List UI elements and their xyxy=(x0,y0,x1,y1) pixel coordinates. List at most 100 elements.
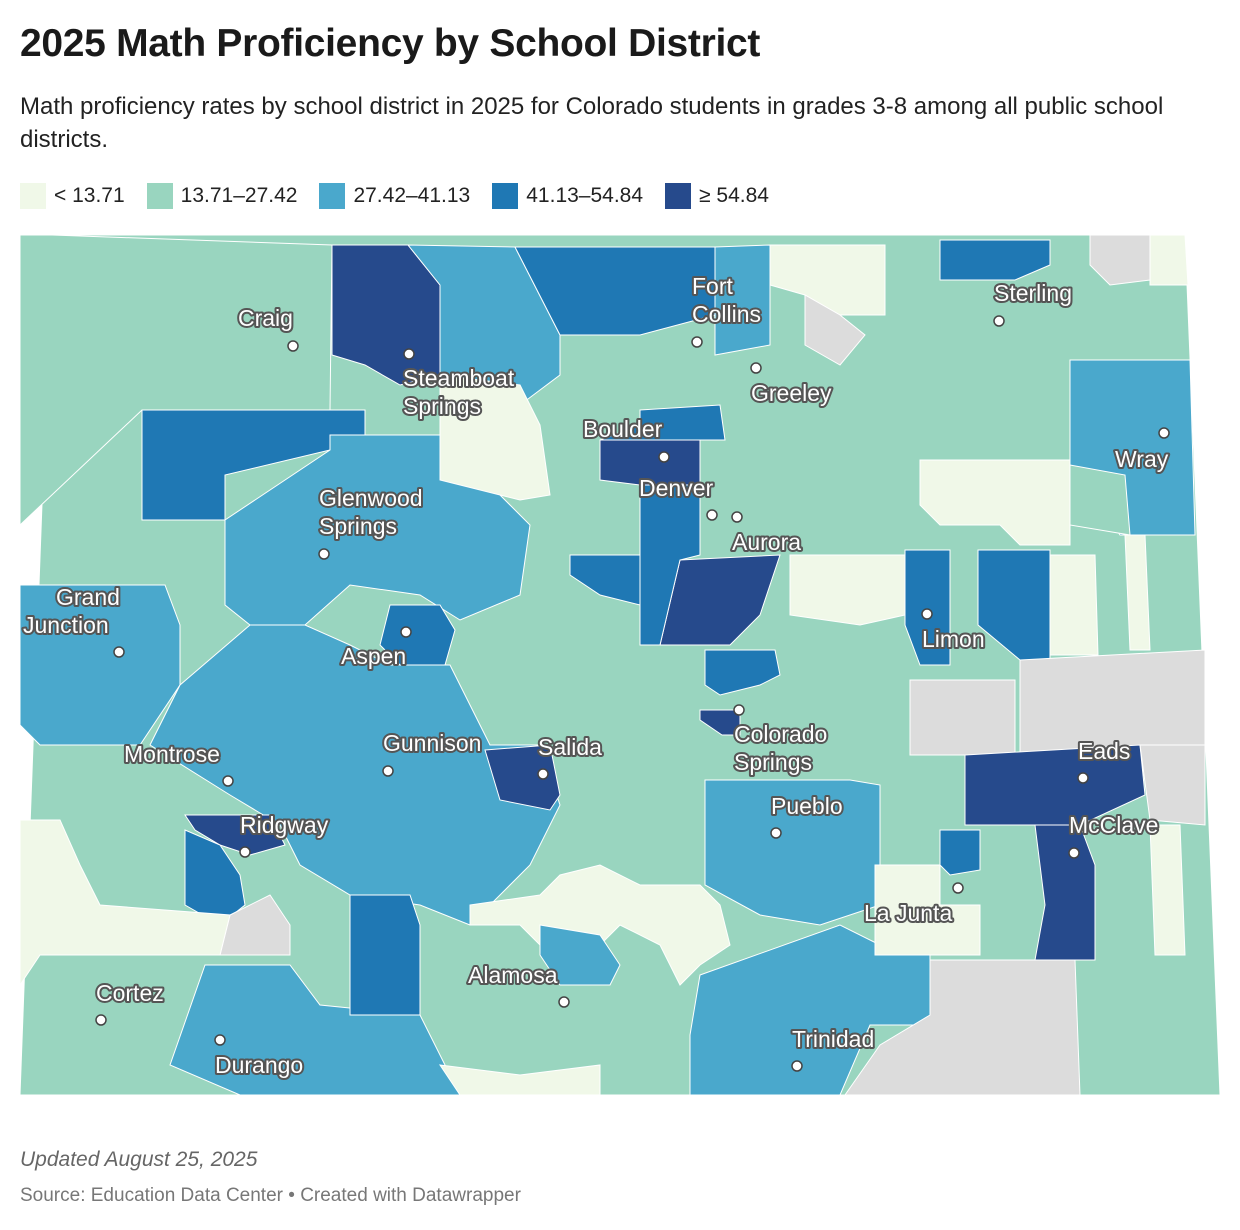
legend-swatch-5 xyxy=(665,183,692,209)
district-regions xyxy=(19,234,1221,1096)
legend-item-4: 41.13–54.84 xyxy=(492,183,643,209)
district-region[interactable] xyxy=(1049,554,1099,656)
district-region[interactable] xyxy=(844,959,1081,1096)
city-label-pueblo: Pueblo xyxy=(771,793,843,819)
chart-title: 2025 Math Proficiency by School District xyxy=(20,22,761,65)
city-dot-wray[interactable] xyxy=(1158,427,1170,439)
district-region[interactable] xyxy=(704,779,881,926)
city-label-alamosa: Alamosa xyxy=(468,962,558,988)
district-region[interactable] xyxy=(939,239,1051,281)
district-region[interactable] xyxy=(639,484,701,646)
legend-item-5: ≥ 54.84 xyxy=(665,183,769,209)
city-markers: Craig Steamboat Springs Fort Collins Ste… xyxy=(21,271,1171,1080)
district-region[interactable] xyxy=(599,404,726,441)
district-region[interactable] xyxy=(149,624,561,926)
district-region[interactable] xyxy=(19,819,231,987)
city-dot-trinidad[interactable] xyxy=(791,1060,803,1072)
city-dot-sterling[interactable] xyxy=(993,315,1005,327)
district-region[interactable] xyxy=(469,864,731,986)
city-label-eads: Eads xyxy=(1078,738,1130,764)
city-dot-limon[interactable] xyxy=(921,608,933,620)
city-label-grand-junction-1: Grand xyxy=(56,584,120,610)
city-label-cortez: Cortez xyxy=(96,980,164,1006)
legend-swatch-4 xyxy=(492,183,519,209)
district-region[interactable] xyxy=(439,374,551,501)
district-region[interactable] xyxy=(1139,744,1206,826)
district-region[interactable] xyxy=(1124,534,1151,651)
district-region[interactable] xyxy=(19,584,181,746)
district-region[interactable] xyxy=(169,964,461,1096)
city-dot-fort-collins[interactable] xyxy=(691,336,703,348)
updated-note: Updated August 25, 2025 xyxy=(20,1148,258,1171)
district-region[interactable] xyxy=(484,744,561,811)
city-dot-aurora[interactable] xyxy=(731,511,743,523)
city-dot-eads[interactable] xyxy=(1077,772,1089,784)
city-dot-ridgway[interactable] xyxy=(239,846,251,858)
city-label-colorado-springs-1: Colorado xyxy=(734,721,827,747)
city-label-la-junta: La Junta xyxy=(864,900,952,926)
district-region[interactable] xyxy=(804,294,866,366)
city-dot-gunnison[interactable] xyxy=(382,765,394,777)
district-region[interactable] xyxy=(874,864,981,956)
city-dot-boulder[interactable] xyxy=(658,451,670,463)
city-label-aurora: Aurora xyxy=(732,529,801,555)
city-dot-greeley[interactable] xyxy=(750,362,762,374)
legend-label-3: 27.42–41.13 xyxy=(353,184,471,207)
city-dot-alamosa[interactable] xyxy=(558,996,570,1008)
city-label-montrose: Montrose xyxy=(124,741,220,767)
district-region[interactable] xyxy=(689,924,931,1096)
city-label-grand-junction-2: Junction xyxy=(23,612,109,638)
colorado-district-map: Craig Steamboat Springs Fort Collins Ste… xyxy=(19,234,1221,1096)
district-region[interactable] xyxy=(909,679,1016,756)
city-dot-craig[interactable] xyxy=(287,340,299,352)
city-dot-aspen[interactable] xyxy=(400,626,412,638)
city-label-glenwood-2: Springs xyxy=(319,513,397,539)
city-label-durango: Durango xyxy=(215,1052,303,1078)
district-region[interactable] xyxy=(789,554,906,626)
city-label-gunnison: Gunnison xyxy=(383,730,481,756)
city-dot-pueblo[interactable] xyxy=(770,827,782,839)
district-region[interactable] xyxy=(1034,824,1096,961)
district-region[interactable] xyxy=(714,244,771,356)
city-label-steamboat-2: Springs xyxy=(403,393,481,419)
district-region[interactable] xyxy=(514,246,716,336)
legend: < 13.71 13.71–27.42 27.42–41.13 41.13–54… xyxy=(20,183,791,209)
district-region[interactable] xyxy=(569,554,641,606)
city-dot-durango[interactable] xyxy=(214,1034,226,1046)
district-region[interactable] xyxy=(1149,824,1186,956)
legend-label-4: 41.13–54.84 xyxy=(526,184,644,207)
city-dot-la-junta[interactable] xyxy=(952,882,964,894)
district-region[interactable] xyxy=(704,649,781,696)
district-region[interactable] xyxy=(1069,464,1131,536)
district-region[interactable] xyxy=(438,1064,601,1096)
city-label-trinidad: Trinidad xyxy=(792,1026,874,1052)
legend-label-2: 13.71–27.42 xyxy=(180,184,298,207)
district-region[interactable] xyxy=(1089,234,1151,286)
city-label-glenwood-1: Glenwood xyxy=(319,485,423,511)
city-dot-colorado-springs[interactable] xyxy=(733,704,745,716)
city-label-wray: Wray xyxy=(1115,446,1169,472)
district-region[interactable] xyxy=(904,549,951,666)
city-label-aspen: Aspen xyxy=(341,643,406,669)
city-dot-denver[interactable] xyxy=(706,509,718,521)
city-label-craig: Craig xyxy=(238,305,293,331)
district-region[interactable] xyxy=(939,829,981,876)
city-dot-grand-junction[interactable] xyxy=(113,646,125,658)
district-region[interactable] xyxy=(1149,234,1189,286)
city-dot-cortez[interactable] xyxy=(95,1014,107,1026)
legend-swatch-1 xyxy=(20,183,46,209)
city-label-limon: Limon xyxy=(922,626,985,652)
city-dot-salida[interactable] xyxy=(537,768,549,780)
city-label-mcclave: McClave xyxy=(1069,812,1158,838)
district-region[interactable] xyxy=(349,894,421,1016)
district-region[interactable] xyxy=(964,744,1146,826)
city-dot-mcclave[interactable] xyxy=(1068,847,1080,859)
city-label-sterling: Sterling xyxy=(994,280,1072,306)
city-dot-glenwood[interactable] xyxy=(318,548,330,560)
district-region[interactable] xyxy=(539,924,621,986)
city-label-colorado-springs-2: Springs xyxy=(734,749,812,775)
district-region[interactable] xyxy=(184,829,246,926)
city-dot-steamboat[interactable] xyxy=(403,348,415,360)
district-region[interactable] xyxy=(184,814,286,856)
city-dot-montrose[interactable] xyxy=(222,775,234,787)
